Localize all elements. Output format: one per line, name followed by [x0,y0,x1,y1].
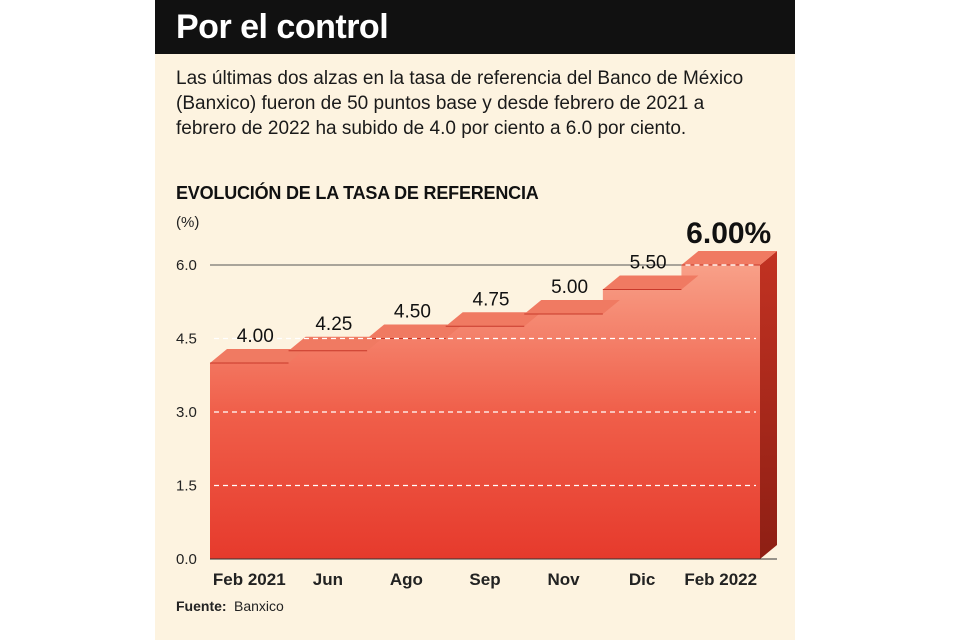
step-top [210,349,306,363]
value-label: 5.00 [551,277,588,298]
step-top [524,300,620,314]
source-label: Fuente: [176,598,227,614]
x-tick-label: Nov [548,570,581,589]
steps-side-face [760,251,777,559]
infographic-title: Por el control [176,8,389,46]
value-label: 5.50 [630,253,667,274]
chart-title: EVOLUCIÓN DE LA TASA DE REFERENCIA [176,183,539,203]
step-top [602,275,699,290]
value-label: 4.25 [315,314,352,335]
x-tick-label: Feb 2021 [213,570,286,589]
x-tick-label: Ago [390,570,423,589]
x-tick-label: Dic [629,570,655,589]
step-top [367,324,463,339]
value-label: 4.75 [473,289,510,310]
title-bar [155,0,795,54]
x-tick-label: Jun [313,570,343,589]
y-axis-unit-label: (%) [176,214,200,231]
step-top [288,336,385,351]
value-label: 4.50 [394,302,431,323]
y-tick-label: 3.0 [176,404,197,421]
y-tick-label: 6.0 [176,257,197,274]
y-tick-label: 4.5 [176,331,197,348]
labels-layer: 0.0 1.5 3.0 4.5 6.0 4.00 Feb 2021 4.25 Jun 4.50 Ag… [176,217,771,589]
x-tick-label: Sep [469,570,500,589]
value-label: 6.00% [686,217,771,250]
value-label: 4.00 [237,326,274,347]
grid-layer [210,264,777,560]
step-top [681,251,777,265]
x-tick-label: Feb 2022 [684,570,757,589]
source-value: Banxico [234,598,284,614]
y-tick-label: 0.0 [176,551,197,568]
step-top [445,312,542,327]
description-text: Las últimas dos alzas en la tasa de refe… [176,68,744,139]
y-tick-label: 1.5 [176,478,197,495]
